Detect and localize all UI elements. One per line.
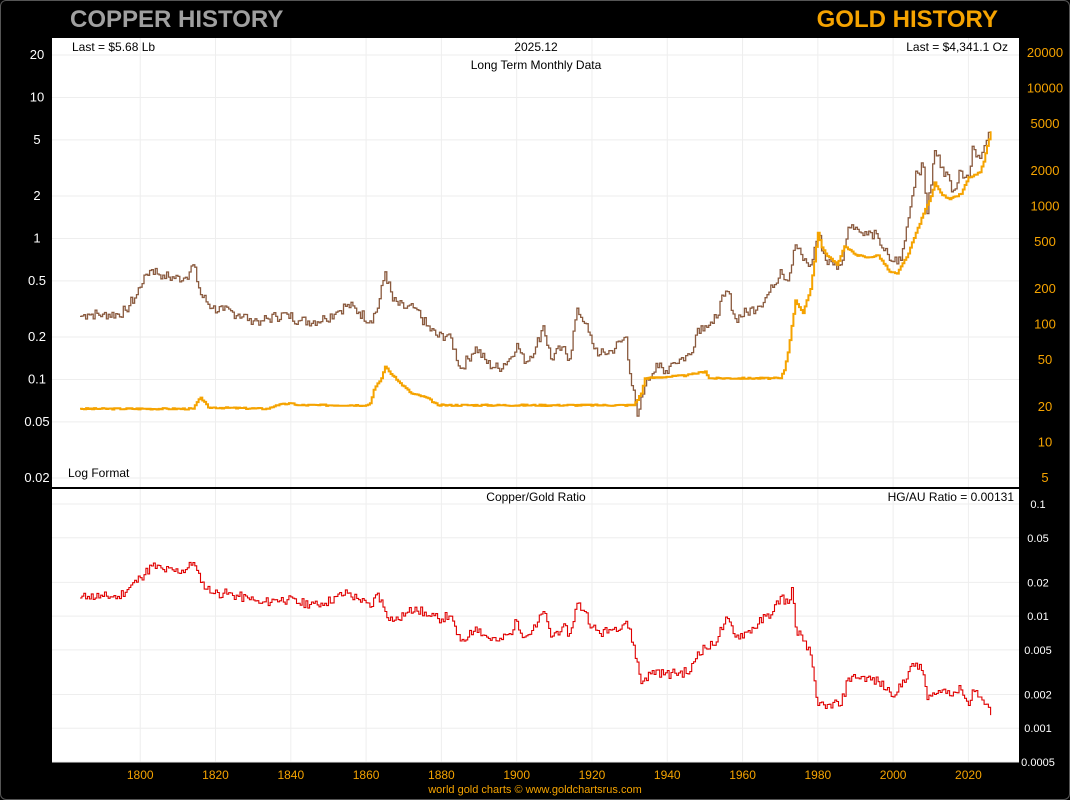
x-tick-label: 1800	[127, 768, 154, 782]
left-tick-label: 1	[33, 230, 40, 245]
left-tick-label: 0.05	[24, 414, 49, 429]
right-tick-label: 50	[1038, 352, 1052, 367]
right-tick-label: 20	[1038, 399, 1052, 414]
x-tick-label: 1920	[579, 768, 606, 782]
left-tick-label: 0.5	[28, 273, 46, 288]
ratio-tick-label: 0.02	[1027, 577, 1048, 589]
x-tick-label: 1940	[654, 768, 681, 782]
x-tick-label: 1860	[353, 768, 380, 782]
left-tick-label: 0.02	[24, 470, 49, 485]
right-tick-label: 5000	[1031, 116, 1060, 131]
price-panel	[52, 38, 1019, 487]
right-tick-label: 500	[1034, 234, 1056, 249]
copper-gold-ratio-line	[80, 561, 992, 716]
x-tick-label: 1960	[729, 768, 756, 782]
gold-history-title: GOLD HISTORY	[816, 6, 998, 33]
left-tick-label: 10	[30, 89, 44, 104]
ratio-tick-label: 0.01	[1027, 611, 1048, 623]
x-tick-label: 1840	[277, 768, 304, 782]
right-tick-label: 10000	[1027, 81, 1063, 96]
last-gold-label: Last = $4,341.1 Oz	[906, 40, 1008, 54]
main-chart-title: Long Term Monthly Data	[471, 58, 602, 72]
x-tick-label: 1820	[202, 768, 229, 782]
footer-credit: world gold charts © www.goldchartsrus.co…	[428, 784, 642, 796]
ratio-tick-label: 0.1	[1030, 499, 1045, 511]
right-tick-label: 200	[1034, 281, 1056, 296]
right-tick-label: 5	[1041, 470, 1048, 485]
x-tick-label: 1980	[804, 768, 831, 782]
ratio-last-label: HG/AU Ratio = 0.00131	[888, 490, 1015, 504]
ratio-tick-label: 0.0005	[1021, 757, 1055, 769]
right-tick-label: 10	[1038, 434, 1052, 449]
left-tick-label: 0.1	[28, 371, 46, 386]
ratio-tick-label: 0.001	[1024, 723, 1052, 735]
ratio-tick-label: 0.05	[1027, 533, 1048, 545]
left-tick-label: 5	[33, 132, 40, 147]
copper-history-title: COPPER HISTORY	[70, 6, 284, 33]
last-copper-label: Last = $5.68 Lb	[72, 40, 155, 54]
log-format-label: Log Format	[68, 466, 130, 480]
ratio-chart-title: Copper/Gold Ratio	[486, 490, 586, 504]
gold-price-line	[80, 131, 992, 411]
left-tick-label: 20	[30, 47, 44, 62]
x-tick-label: 1900	[503, 768, 530, 782]
left-tick-label: 0.2	[28, 329, 46, 344]
x-tick-label: 2000	[880, 768, 907, 782]
ratio-tick-label: 0.005	[1024, 645, 1052, 657]
right-tick-label: 20000	[1027, 45, 1063, 60]
right-tick-label: 100	[1034, 316, 1056, 331]
date-label: 2025.12	[514, 40, 558, 54]
x-tick-label: 2020	[955, 768, 982, 782]
right-tick-label: 2000	[1031, 163, 1060, 178]
ratio-tick-label: 0.002	[1024, 689, 1052, 701]
x-tick-label: 1880	[428, 768, 455, 782]
left-tick-label: 2	[33, 188, 40, 203]
right-tick-label: 1000	[1031, 199, 1060, 214]
